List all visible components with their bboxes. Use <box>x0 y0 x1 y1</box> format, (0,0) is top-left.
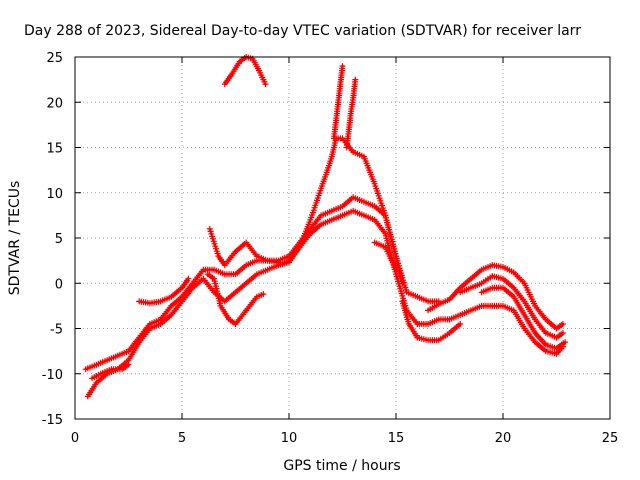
series-markers <box>478 284 569 352</box>
series-track-10 <box>343 76 359 151</box>
data-series <box>82 54 569 400</box>
y-tick-label: -5 <box>50 323 63 338</box>
series-markers <box>457 273 566 341</box>
x-tick-label: 5 <box>178 431 186 446</box>
x-tick-label: 15 <box>388 431 405 446</box>
series-markers <box>275 135 406 287</box>
y-tick-label: 5 <box>55 232 63 247</box>
x-axis-title: GPS time / hours <box>283 458 400 474</box>
x-tick-label: 10 <box>281 431 298 446</box>
series-markers <box>206 225 282 269</box>
series-markers <box>204 271 267 327</box>
x-tick-labels: 0 5 10 15 20 25 <box>71 431 618 446</box>
y-tick-label: 10 <box>46 187 63 202</box>
series-markers <box>330 63 346 142</box>
chart-title: Day 288 of 2023, Sidereal Day-to-day VTE… <box>24 23 581 39</box>
series-track-16 <box>478 284 569 352</box>
series-track-7 <box>221 54 269 88</box>
y-tick-labels: -15 -10 -5 0 5 10 15 20 25 <box>42 51 63 428</box>
series-track-8 <box>275 135 406 287</box>
x-tick-label: 20 <box>495 431 512 446</box>
series-markers <box>221 54 269 88</box>
series-track-13 <box>425 262 566 332</box>
series-track-11 <box>371 239 399 273</box>
series-markers <box>446 302 566 357</box>
y-tick-label: 15 <box>46 142 63 157</box>
y-tick-label: -10 <box>42 368 63 383</box>
series-markers <box>343 76 359 151</box>
y-axis-title: SDTVAR / TECUs <box>7 181 23 296</box>
x-tick-label: 25 <box>602 431 619 446</box>
x-tick-label: 0 <box>71 431 79 446</box>
series-markers <box>425 262 566 332</box>
plot-frame <box>74 56 611 420</box>
series-track-15 <box>446 302 566 357</box>
series-track-2 <box>84 207 453 400</box>
series-track-3 <box>89 361 132 382</box>
y-tick-label: -15 <box>42 413 63 428</box>
series-track-5 <box>204 271 267 327</box>
series-track-9 <box>330 63 346 142</box>
series-markers <box>399 298 464 344</box>
y-tick-label: 0 <box>55 277 63 292</box>
series-track-12 <box>399 298 464 344</box>
series-track-6 <box>206 225 282 269</box>
y-tick-label: 25 <box>46 51 63 66</box>
grid-lines <box>75 57 610 419</box>
series-markers <box>136 275 192 307</box>
series-markers <box>84 207 453 400</box>
series-markers <box>371 239 399 273</box>
series-markers <box>89 361 132 382</box>
series-line <box>86 209 451 398</box>
series-track-4 <box>136 275 192 307</box>
series-track-14 <box>457 273 566 341</box>
y-tick-label: 20 <box>46 96 63 111</box>
